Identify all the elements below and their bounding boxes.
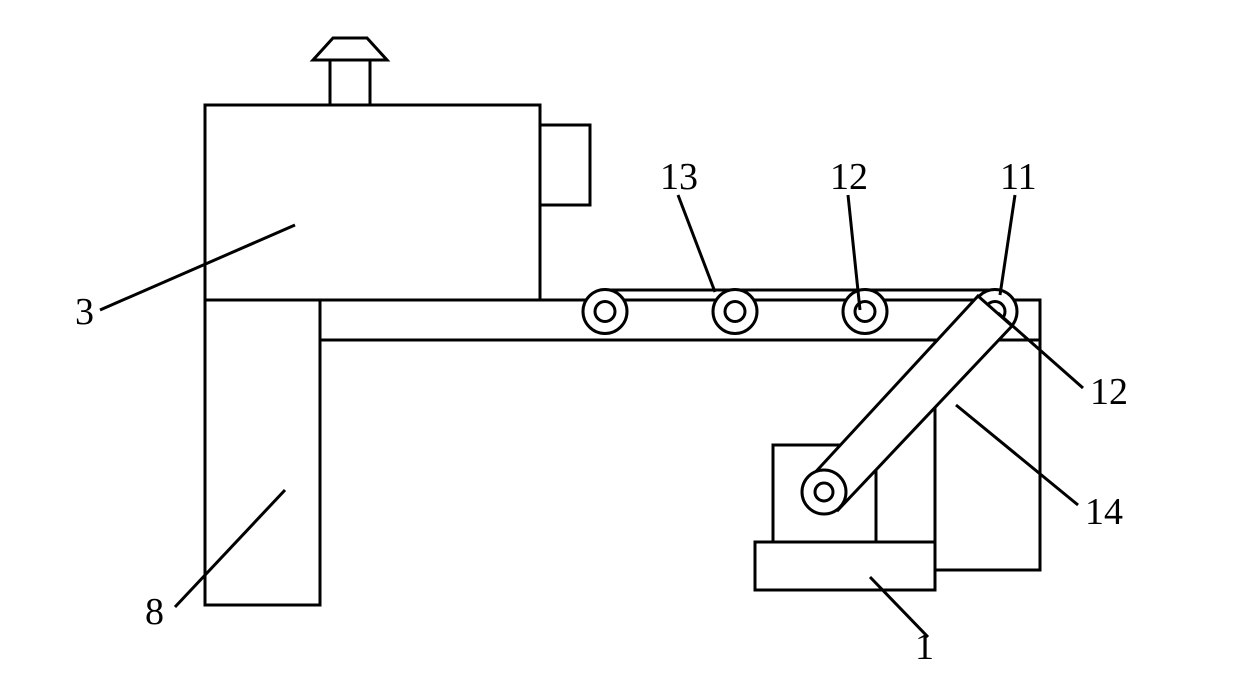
- leader-L13: [678, 195, 715, 292]
- roller-inner-1: [725, 302, 745, 322]
- label-12-right: 12: [1090, 370, 1128, 414]
- label-14: 14: [1085, 490, 1123, 534]
- label-8: 8: [145, 590, 164, 634]
- label-11: 11: [1000, 155, 1037, 199]
- motor-base: [755, 542, 935, 590]
- pillar-left: [205, 300, 320, 605]
- deck: [320, 300, 1040, 340]
- leader-L11: [1000, 195, 1015, 295]
- label-12-top: 12: [830, 155, 868, 199]
- roller-inner-0: [595, 302, 615, 322]
- label-13: 13: [660, 155, 698, 199]
- label-3: 3: [75, 290, 94, 334]
- chimney-stem: [330, 60, 370, 105]
- chimney-cap: [313, 38, 387, 60]
- motor-shaft-inner: [815, 483, 833, 501]
- side-box: [540, 125, 590, 205]
- main-housing: [205, 105, 540, 300]
- label-1: 1: [915, 625, 934, 669]
